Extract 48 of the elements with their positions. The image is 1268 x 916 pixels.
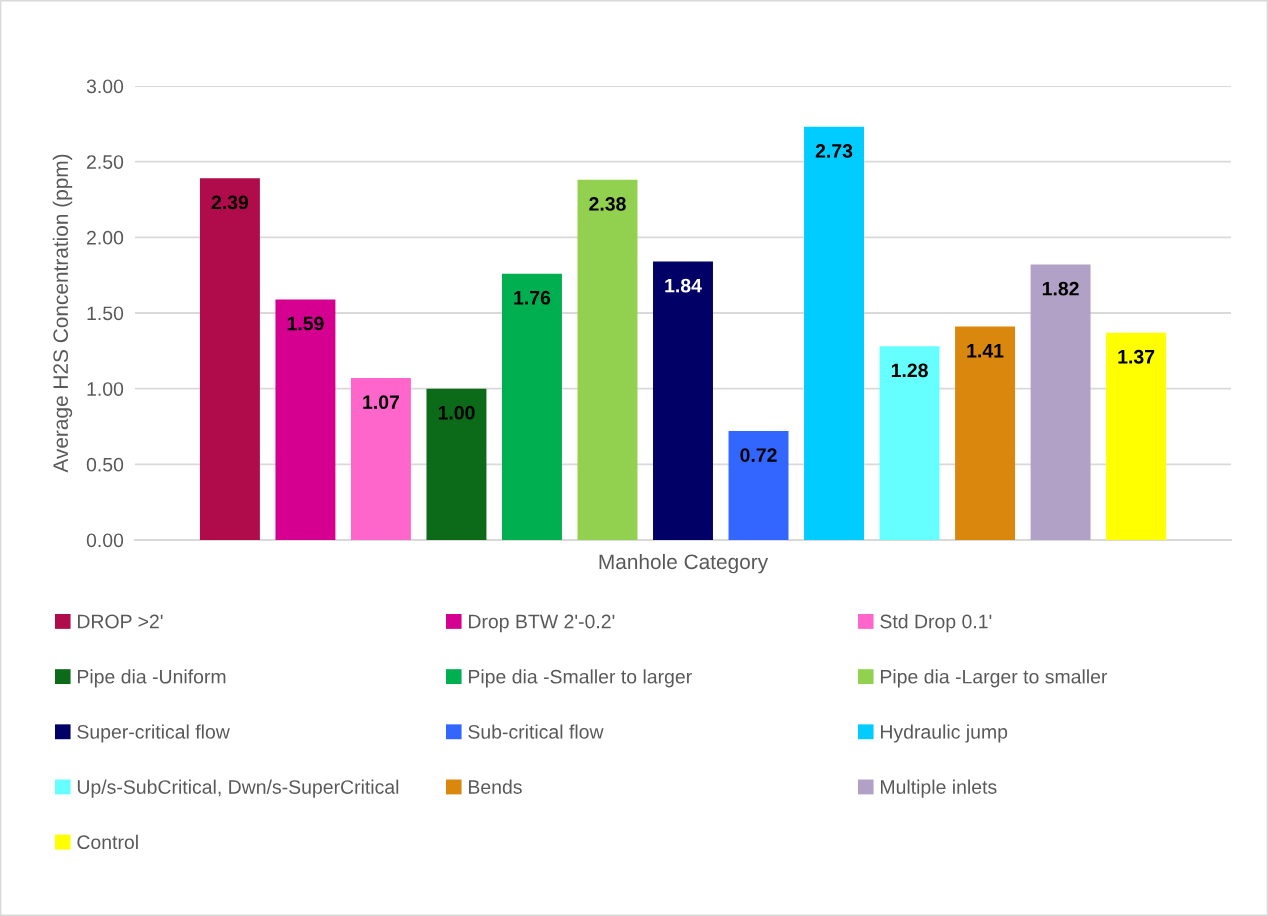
- bar: [728, 431, 789, 540]
- data-label: 1.84: [665, 278, 702, 293]
- bar: [577, 179, 638, 540]
- legend-label: Bends: [468, 779, 522, 794]
- data-label: 1.82: [1042, 281, 1079, 296]
- legend-label: Up/s-SubCritical, Dwn/s-SuperCritical: [77, 779, 399, 798]
- y-tick-label: 1.00: [87, 382, 124, 396]
- y-tick-label: 2.00: [87, 230, 124, 245]
- data-label: 1.28: [891, 363, 928, 378]
- legend-label: Drop BTW 2'-0.2': [468, 614, 615, 633]
- bar: [804, 126, 864, 540]
- data-label: 2.39: [211, 195, 249, 210]
- bar: [350, 378, 411, 540]
- legend-label: Std Drop 0.1': [880, 614, 992, 633]
- y-tick-label: 2.50: [87, 155, 124, 169]
- legend-label: Pipe dia -Smaller to larger: [468, 669, 692, 688]
- x-axis-title: Manhole Category: [599, 553, 769, 574]
- y-axis-title: Average H2S Concentration (ppm): [52, 154, 73, 473]
- data-label: 1.37: [1118, 349, 1155, 364]
- legend-label: DROP >2': [77, 614, 163, 629]
- bar: [653, 261, 713, 540]
- data-label: 2.73: [815, 144, 853, 158]
- legend-label: Super-critical flow: [77, 724, 230, 743]
- data-label: 1.59: [287, 316, 324, 331]
- bar: [199, 178, 260, 540]
- legend-label: Pipe dia -Uniform: [77, 669, 226, 688]
- y-tick-label: 0.00: [86, 533, 124, 548]
- y-tick-label: 1.50: [87, 306, 124, 321]
- y-tick-label: 3.00: [86, 79, 124, 94]
- data-label: 1.76: [514, 290, 551, 305]
- bar: [955, 326, 1016, 540]
- data-label: 1.41: [967, 344, 1004, 358]
- legend-label: Hydraulic jump: [880, 724, 1008, 743]
- data-label: 1.07: [363, 395, 400, 410]
- legend-label: Multiple inlets: [880, 779, 997, 798]
- bar: [502, 273, 562, 540]
- data-label: 1.00: [438, 405, 475, 420]
- bar: [1030, 264, 1091, 540]
- bar: [1106, 332, 1167, 540]
- data-label: 2.38: [589, 197, 626, 211]
- bar: [275, 299, 336, 540]
- bar: [879, 346, 940, 540]
- legend-label: Pipe dia -Larger to smaller: [880, 669, 1108, 688]
- legend-label: Sub-critical flow: [468, 724, 604, 739]
- bar: [426, 388, 487, 540]
- y-tick-label: 0.50: [86, 457, 124, 472]
- legend-label: Control: [77, 834, 138, 850]
- data-label: 0.72: [740, 448, 777, 462]
